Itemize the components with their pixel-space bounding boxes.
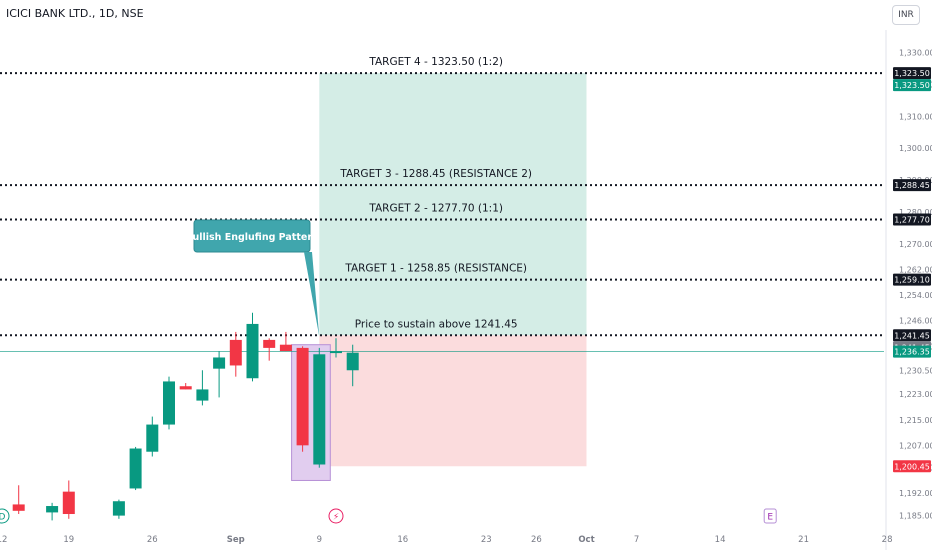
x-tick-label: 23: [481, 535, 492, 545]
candle-body: [146, 424, 159, 452]
x-tick-label: 26: [147, 535, 158, 545]
y-tick-label: 1,230.50: [899, 366, 932, 375]
candle-body: [12, 504, 25, 511]
y-tick-label: 1,262.00: [899, 266, 932, 275]
level-axis-tag-label: 1,323.50: [894, 69, 930, 78]
candle-body: [129, 448, 142, 489]
candle-body: [112, 501, 125, 516]
price-axis-tag: [893, 460, 931, 473]
x-tick-label: 14: [715, 535, 726, 545]
earnings-marker-label: E: [767, 513, 773, 523]
x-tick-label: 19: [63, 535, 74, 545]
profit-zone: [319, 73, 587, 336]
level-axis-tag: [893, 273, 931, 286]
currency-button[interactable]: INR: [892, 5, 920, 25]
dividend-marker: [0, 508, 10, 524]
y-tick-label: 1,300.00: [899, 144, 932, 153]
x-tick-label: 21: [798, 535, 809, 545]
level-label: TARGET 3 - 1288.45 (RESISTANCE 2): [339, 168, 532, 180]
level-axis-tag: [893, 213, 931, 226]
price-axis-tag: [893, 79, 931, 92]
candle-body: [213, 357, 226, 369]
y-tick-label: 1,280.00: [899, 208, 932, 217]
y-tick-label: 1,185.00: [899, 512, 932, 521]
candle-body: [313, 354, 326, 465]
y-tick-label: 1,207.00: [899, 441, 932, 450]
price-axis-tag-label: 1,323.50: [894, 81, 930, 90]
symbol-title: ICICI BANK LTD., 1D, NSE: [6, 7, 144, 20]
event-marker: [328, 508, 344, 524]
x-tick-label: 7: [634, 535, 639, 545]
candle-body: [330, 351, 342, 354]
x-tick-label: 26: [531, 535, 542, 545]
level-label: TARGET 4 - 1323.50 (1:2): [368, 56, 503, 68]
candle-body: [229, 339, 242, 366]
x-tick-label: 9: [317, 535, 322, 545]
pattern-callout: Bullish Englufing Pattern: [185, 219, 320, 337]
loss-zone: [319, 335, 587, 467]
callout-box: [193, 219, 311, 253]
x-tick-label: 16: [397, 535, 408, 545]
x-tick-label: Oct: [578, 535, 594, 545]
candle-body: [62, 491, 75, 515]
x-tick-label: 28: [882, 535, 893, 545]
candle-body: [263, 339, 276, 348]
y-tick-label: 1,215.00: [899, 416, 932, 425]
candle-body: [196, 389, 209, 401]
y-tick-label: 1,330.00: [899, 48, 932, 57]
price-axis-tag-label: 1,236.35: [894, 348, 930, 357]
candle-body: [346, 352, 359, 371]
level-label: TARGET 2 - 1277.70 (1:1): [368, 202, 503, 214]
callout-text: Bullish Englufing Pattern: [185, 232, 319, 243]
level-label: Price to sustain above 1241.45: [355, 318, 518, 330]
earnings-marker: [763, 508, 777, 524]
x-tick-label: Sep: [227, 535, 245, 545]
candle-body: [246, 323, 259, 379]
y-tick-label: 1,192.00: [899, 489, 932, 498]
y-tick-label: 1,223.00: [899, 390, 932, 399]
level-axis-tag: [893, 329, 931, 342]
level-axis-tag-label: 1,288.45: [894, 181, 930, 190]
candle-body: [279, 344, 292, 352]
event-marker-label: ⚡: [333, 513, 339, 523]
level-axis-tag: [893, 179, 931, 192]
y-tick-label: 1,310.00: [899, 112, 932, 121]
price-axis-tag-label: 1,200.45: [894, 462, 930, 471]
callout-pointer: [304, 252, 320, 337]
level-label: TARGET 1 - 1258.85 (RESISTANCE): [344, 263, 527, 275]
candle-body: [296, 347, 309, 446]
price-axis-tag: [893, 345, 931, 358]
x-tick-label: 12: [0, 535, 7, 545]
level-axis-tag: [893, 67, 931, 80]
y-tick-label: 1,270.00: [899, 240, 932, 249]
level-axis-tag-label: 1,277.70: [894, 215, 930, 224]
y-tick-label: 1,254.00: [899, 291, 932, 300]
candle-body: [163, 381, 175, 425]
candle-body: [179, 386, 192, 390]
dividend-marker-label: D: [0, 513, 6, 523]
candle-body: [46, 506, 59, 513]
y-tick-label: 1,246.00: [899, 317, 932, 326]
level-axis-tag-label: 1,259.10: [894, 276, 930, 285]
level-axis-tag-label: 1,241.45: [894, 331, 930, 340]
